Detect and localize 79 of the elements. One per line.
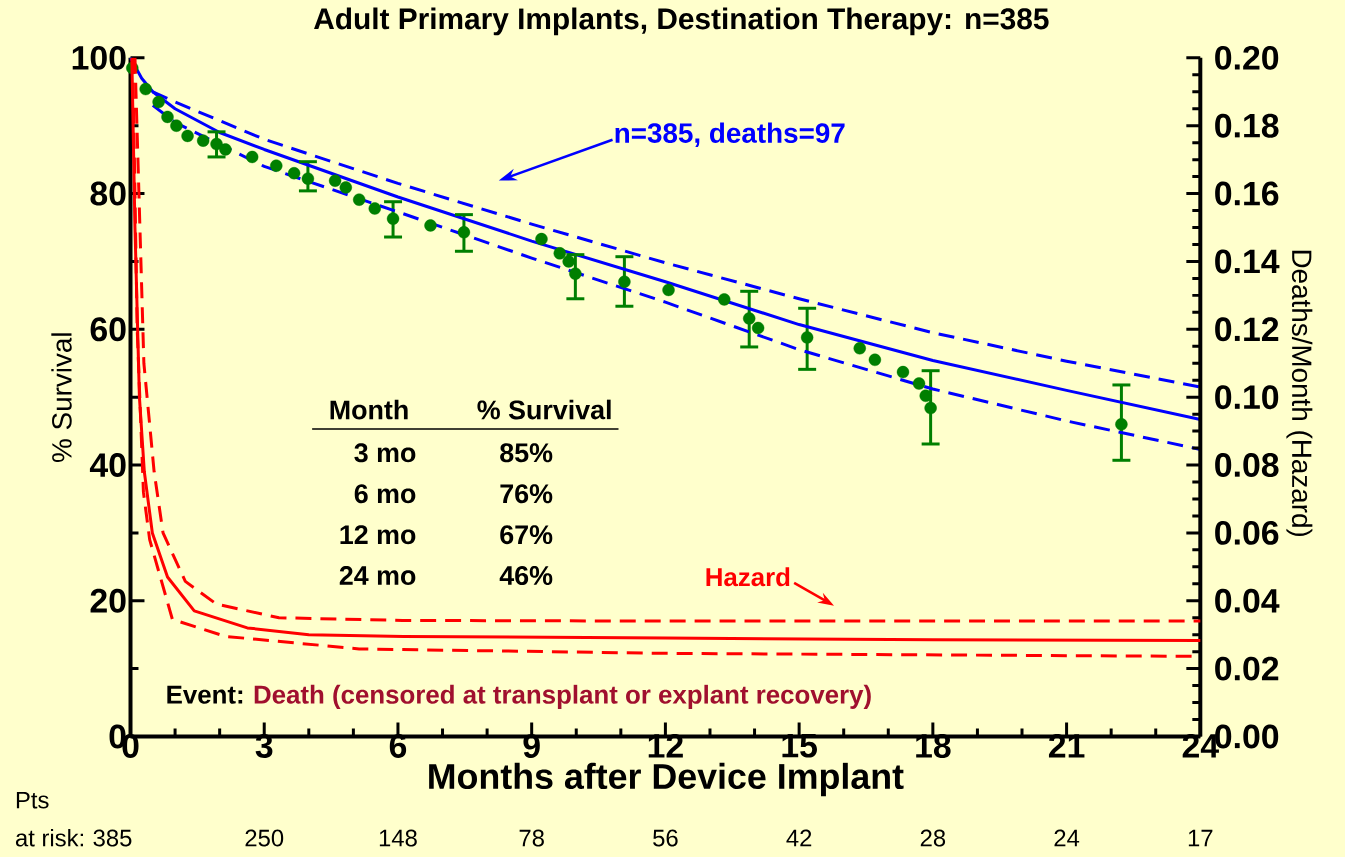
point xyxy=(618,275,631,288)
point xyxy=(386,212,400,225)
text: 250 xyxy=(245,829,284,847)
point xyxy=(196,134,210,147)
point xyxy=(569,267,582,280)
annotation: 12 mo xyxy=(340,525,416,545)
text: 148 xyxy=(379,829,417,847)
point xyxy=(161,110,174,123)
annotation: 67% xyxy=(500,525,553,545)
point xyxy=(270,159,283,172)
annotation: 3 mo xyxy=(354,443,416,463)
point xyxy=(328,174,342,187)
text: Pts xyxy=(16,791,49,809)
point xyxy=(339,181,352,194)
annotation: 85% xyxy=(500,443,553,463)
annotation: 76% xyxy=(500,484,553,504)
y2-tick-label: 0.20 xyxy=(1215,45,1279,70)
point xyxy=(896,365,910,379)
annotation: Death (censored at transplant or explant recovery) xyxy=(254,684,871,709)
point xyxy=(853,342,866,355)
y2-axis-title: Deaths/Month (Hazard) xyxy=(1286,250,1313,536)
point xyxy=(800,331,814,344)
annotation: % Survival xyxy=(477,399,611,420)
x-axis-title: Months after Device Implant xyxy=(429,762,904,797)
y-tick-label: 60 xyxy=(90,317,126,342)
point xyxy=(301,172,315,185)
y-axis-title: % Survival xyxy=(51,333,72,462)
point xyxy=(562,255,575,268)
point xyxy=(924,401,937,415)
point xyxy=(553,247,566,260)
point xyxy=(139,82,152,96)
y-tick-label: 80 xyxy=(90,181,126,206)
point xyxy=(1115,418,1128,431)
point xyxy=(868,353,882,366)
annotation: 6 mo xyxy=(354,484,416,504)
annotation: Hazard xyxy=(706,567,790,587)
y2-tick-label: 0.08 xyxy=(1215,452,1279,477)
text: 28 xyxy=(920,829,946,847)
text: 385 xyxy=(93,829,132,847)
text: 78 xyxy=(519,829,544,847)
annotation: 46% xyxy=(499,565,553,585)
point xyxy=(368,202,381,215)
point xyxy=(181,129,194,142)
text: 24 xyxy=(1054,829,1080,847)
annotation: Event: xyxy=(167,685,243,704)
text: 42 xyxy=(786,829,812,847)
point xyxy=(718,293,731,306)
y2-tick-label: 0.14 xyxy=(1215,249,1280,274)
point xyxy=(457,225,471,239)
y-tick-label: 100 xyxy=(72,45,126,70)
annotation: n=385, deaths=97 xyxy=(615,122,845,147)
point xyxy=(424,219,437,232)
point xyxy=(743,312,756,325)
y2-tick-label: 0.16 xyxy=(1215,181,1279,206)
point xyxy=(912,377,926,390)
point xyxy=(535,232,548,246)
y2-tick-label: 0.12 xyxy=(1215,317,1279,342)
text: at risk: xyxy=(15,828,83,847)
point xyxy=(751,321,765,335)
point xyxy=(919,389,932,402)
y2-tick-label: 0.02 xyxy=(1215,656,1279,681)
point xyxy=(287,166,301,180)
point xyxy=(246,150,259,164)
y-tick-label: 20 xyxy=(90,588,126,613)
y-tick-label: 40 xyxy=(89,452,126,477)
y2-tick-label: 0.18 xyxy=(1215,113,1279,138)
annotation: Month xyxy=(330,399,408,420)
annotation: 24 mo xyxy=(339,565,416,585)
y2-tick-label: 0.04 xyxy=(1215,588,1280,613)
y2-tick-label: 0.06 xyxy=(1215,520,1279,545)
y2-tick-label: 0.10 xyxy=(1215,385,1279,410)
point xyxy=(662,283,675,297)
point xyxy=(152,95,165,109)
point xyxy=(170,119,183,132)
text: 56 xyxy=(653,829,678,847)
text: 17 xyxy=(1188,829,1213,847)
point xyxy=(219,143,232,156)
chart-title: Adult Primary Implants, Destination Therapy: n=385 xyxy=(314,7,1049,36)
point xyxy=(352,193,366,206)
